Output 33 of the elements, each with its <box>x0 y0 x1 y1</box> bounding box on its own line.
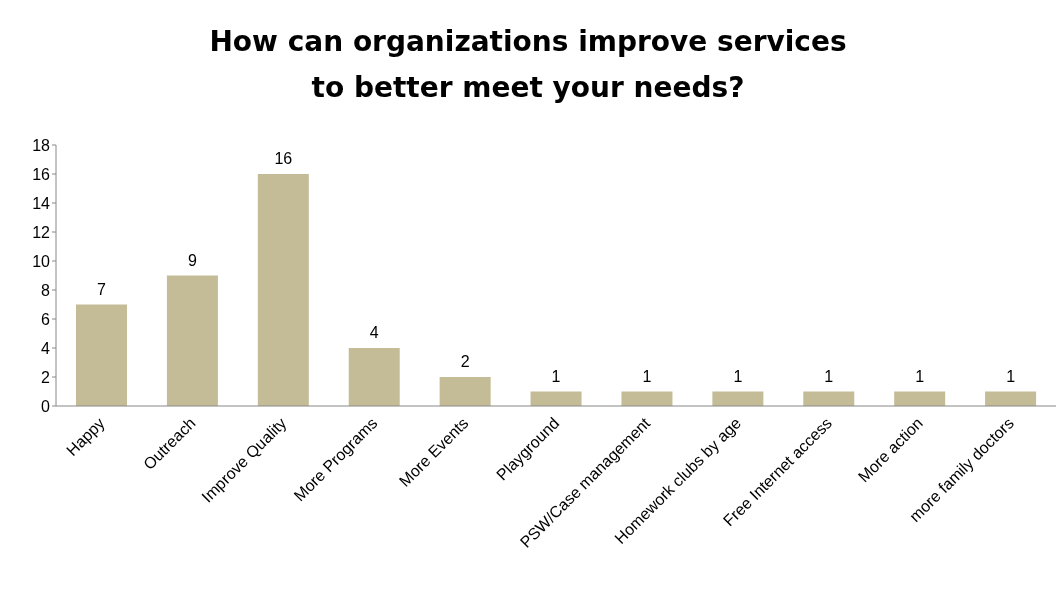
data-label: 4 <box>369 324 379 341</box>
y-tick-label: 16 <box>32 165 51 183</box>
bar <box>530 391 582 406</box>
y-tick-label: 14 <box>32 194 51 212</box>
data-label: 1 <box>1006 367 1016 385</box>
bar <box>803 391 855 406</box>
y-tick-label: 6 <box>41 310 51 328</box>
bar <box>712 391 764 406</box>
data-label: 1 <box>915 367 925 385</box>
y-tick-label: 2 <box>41 368 51 386</box>
data-label: 1 <box>824 367 834 385</box>
bar <box>621 391 673 406</box>
data-label: 1 <box>642 367 652 385</box>
chart-title: How can organizations improve services to better meet your needs? <box>208 24 848 106</box>
y-tick-label: 12 <box>32 223 51 241</box>
data-label: 2 <box>460 353 470 370</box>
y-tick-label: 4 <box>41 339 51 357</box>
bar <box>348 348 400 406</box>
y-tick-label: 0 <box>41 397 51 415</box>
y-tick-label: 8 <box>41 281 51 299</box>
data-label: 9 <box>187 251 197 269</box>
data-label: 7 <box>97 280 107 298</box>
y-tick-label: 10 <box>32 252 51 270</box>
bar <box>439 377 491 406</box>
bar <box>985 391 1037 406</box>
bar <box>166 275 218 406</box>
data-label: 16 <box>274 150 293 167</box>
bar <box>894 391 946 406</box>
data-label: 1 <box>551 367 561 385</box>
y-tick-label: 18 <box>32 136 51 154</box>
bar <box>257 174 309 406</box>
bar <box>76 304 127 406</box>
data-label: 1 <box>733 367 743 385</box>
